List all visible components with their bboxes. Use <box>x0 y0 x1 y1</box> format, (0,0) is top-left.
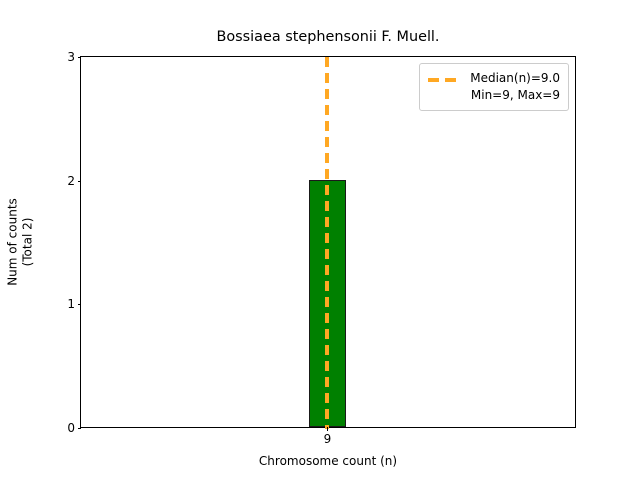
y-tick-label: 2 <box>67 173 75 188</box>
y-tick-mark <box>77 180 81 182</box>
y-tick-mark <box>77 304 81 306</box>
y-tick-mark <box>77 428 81 430</box>
y-axis-label-line-1: Num of counts <box>5 198 20 286</box>
plot-area: 0 1 2 3 9 Median( <box>67 51 576 445</box>
legend-text: Median(n)=9.0 Min=9, Max=9 <box>470 70 560 104</box>
x-tick-mark <box>326 427 329 431</box>
median-line <box>325 57 329 429</box>
legend-label-median: Median(n)=9.0 <box>470 71 560 85</box>
y-axis-label: Num of counts (Total 2) <box>5 198 34 286</box>
y-tick-label: 3 <box>67 50 75 64</box>
legend-dashed-line-swatch <box>428 71 462 88</box>
chart-title: Bossiaea stephensonii F. Muell. <box>216 29 440 45</box>
y-tick-label: 0 <box>67 421 75 435</box>
x-tick-label: 9 <box>323 432 332 446</box>
y-axis-label-line-2: (Total 2) <box>20 217 34 267</box>
legend: Median(n)=9.0 Min=9, Max=9 <box>419 63 569 112</box>
y-tick-label: 1 <box>67 297 75 312</box>
y-axis-label-container: Num of counts (Total 2) <box>0 56 40 428</box>
x-axis-label: Chromosome count (n) <box>258 454 398 468</box>
y-tick-mark <box>77 57 81 59</box>
legend-label-minmax: Min=9, Max=9 <box>470 88 560 103</box>
legend-dash-segment <box>445 78 457 82</box>
legend-dash-segment <box>428 78 440 82</box>
